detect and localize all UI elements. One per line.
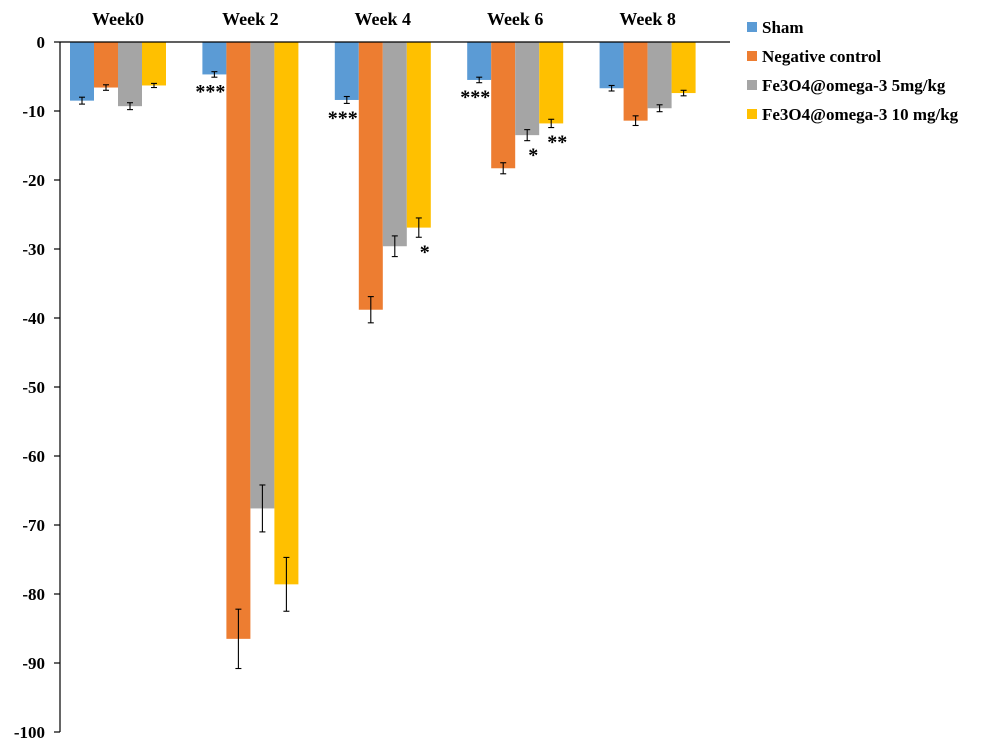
y-tick-label: 0	[37, 33, 46, 52]
y-tick-label: -20	[22, 171, 45, 190]
bar	[274, 42, 299, 585]
bar	[491, 42, 516, 169]
y-tick-label: -100	[14, 723, 45, 742]
bar	[623, 42, 648, 121]
category-label: Week 6	[487, 9, 544, 29]
category-label: Week 2	[222, 9, 279, 29]
legend-swatch	[747, 22, 757, 32]
bar	[334, 42, 359, 100]
significance-marker: ***	[460, 87, 490, 109]
bar	[118, 42, 142, 107]
bar	[70, 42, 94, 101]
significance-marker: *	[528, 145, 538, 167]
legend-swatch	[747, 80, 757, 90]
legend-swatch	[747, 109, 757, 119]
bar	[94, 42, 118, 88]
bar	[406, 42, 431, 228]
category-label: Week0	[92, 9, 144, 29]
significance-marker: ***	[328, 107, 358, 129]
category-label: Week 4	[355, 9, 412, 29]
y-tick-label: -30	[22, 240, 45, 259]
bar	[202, 42, 227, 75]
category-labels: Week0 Week 2 Week 4 Week 6 Week 8	[92, 9, 676, 29]
bar	[358, 42, 383, 310]
bar	[599, 42, 624, 89]
bar	[382, 42, 407, 247]
y-tick-label: -60	[22, 447, 45, 466]
bar	[467, 42, 492, 80]
bar	[226, 42, 251, 639]
bar	[515, 42, 540, 136]
y-axis-ticks: 0 -10 -20 -30 -40 -50 -60 -70 -80 -90 -100	[14, 33, 60, 742]
significance-marker: **	[547, 132, 567, 154]
legend-swatch	[747, 51, 757, 61]
y-tick-label: -10	[22, 102, 45, 121]
legend-label: Sham	[762, 18, 804, 37]
y-tick-label: -80	[22, 585, 45, 604]
y-tick-label: -40	[22, 309, 45, 328]
legend-label: Negative control	[762, 47, 881, 66]
bar	[671, 42, 696, 94]
bars	[70, 42, 696, 639]
bar	[647, 42, 672, 109]
legend-label: Fe3O4@omega-3 5mg/kg	[762, 76, 946, 95]
significance-markers: *************	[195, 81, 567, 263]
legend: Sham Negative control Fe3O4@omega-3 5mg/kg…	[747, 18, 959, 124]
y-tick-label: -90	[22, 654, 45, 673]
error-bars	[79, 71, 687, 670]
legend-label: Fe3O4@omega-3 10 mg/kg	[762, 105, 959, 124]
category-label: Week 8	[619, 9, 676, 29]
y-tick-label: -70	[22, 516, 45, 535]
bar	[539, 42, 564, 124]
bar	[142, 42, 166, 86]
significance-marker: ***	[195, 81, 225, 103]
significance-marker: *	[420, 241, 430, 263]
bar	[250, 42, 275, 509]
y-tick-label: -50	[22, 378, 45, 397]
